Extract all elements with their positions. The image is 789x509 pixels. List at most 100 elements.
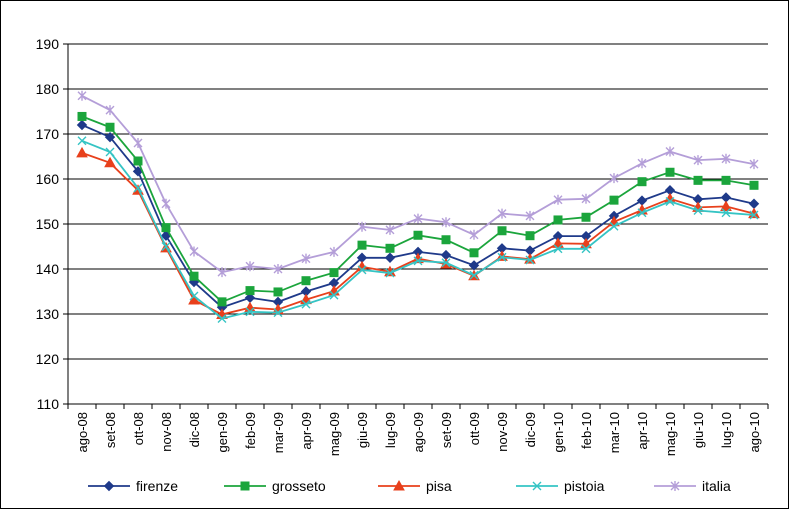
x-tick-label: mag-09 — [327, 412, 342, 456]
legend-item-grosseto: grosseto — [224, 478, 326, 494]
x-axis-ticks: ago-08 set-08 ott-08 nov-08 dic-08 gen-09 feb-… — [67, 404, 769, 456]
x-tick-label: mar-09 — [271, 412, 286, 453]
legend-swatch-marker — [393, 479, 405, 491]
x-tick-label: giu-09 — [355, 412, 370, 448]
data-point-grosseto — [161, 223, 171, 233]
data-point-pistoia — [665, 197, 675, 206]
legend-label: italia — [702, 478, 731, 494]
data-point-pistoia — [105, 147, 115, 157]
x-tick-label: lug-10 — [719, 412, 734, 448]
data-point-grosseto — [245, 286, 255, 296]
data-point-grosseto — [385, 243, 395, 253]
data-point-italia — [189, 246, 199, 257]
data-point-pisa — [188, 294, 200, 305]
data-point-pistoia — [301, 299, 311, 309]
data-point-italia — [581, 193, 591, 204]
data-point-pisa — [720, 200, 732, 211]
legend-swatch-marker — [532, 481, 542, 491]
data-point-grosseto — [525, 231, 535, 241]
data-point-grosseto — [721, 175, 731, 185]
data-point-italia — [245, 261, 255, 272]
data-point-grosseto — [217, 297, 227, 307]
x-tick-label: set-09 — [439, 412, 454, 448]
series-group — [76, 90, 760, 323]
data-point-italia — [385, 224, 395, 235]
data-point-pistoia — [441, 258, 451, 268]
legend-item-pisa: pisa — [378, 478, 452, 494]
data-point-grosseto — [581, 212, 591, 222]
series-italia — [77, 90, 759, 278]
data-point-grosseto — [665, 167, 675, 177]
data-point-pisa — [104, 156, 116, 168]
data-point-italia — [105, 105, 115, 116]
data-point-pistoia — [217, 314, 227, 323]
x-tick-label: nov-09 — [495, 412, 510, 452]
x-tick-label: ago-10 — [747, 412, 762, 452]
x-tick-label: gen-10 — [551, 412, 566, 452]
y-tick-label: 170 — [36, 126, 60, 142]
data-point-italia — [161, 198, 171, 209]
x-tick-label: set-08 — [103, 412, 118, 448]
data-point-pistoia — [385, 268, 395, 278]
x-tick-label: ott-09 — [467, 412, 482, 445]
data-point-italia — [693, 155, 703, 166]
data-point-grosseto — [77, 111, 87, 121]
x-tick-label: gen-09 — [215, 412, 230, 452]
x-tick-label: apr-09 — [299, 412, 314, 450]
data-point-grosseto — [693, 175, 703, 185]
data-point-italia — [721, 153, 731, 164]
data-point-italia — [525, 210, 535, 221]
series-pistoia — [77, 136, 759, 323]
x-tick-label: feb-09 — [243, 412, 258, 449]
x-tick-label: ago-08 — [75, 412, 90, 452]
legend-label: pisa — [426, 478, 452, 494]
data-point-grosseto — [189, 271, 199, 281]
data-point-grosseto — [749, 180, 759, 190]
data-point-firenze — [76, 119, 88, 131]
data-point-grosseto — [609, 195, 619, 205]
data-point-firenze — [384, 252, 396, 263]
data-point-italia — [217, 267, 227, 278]
data-point-pistoia — [525, 255, 535, 265]
data-point-italia — [329, 246, 339, 257]
data-point-italia — [357, 221, 367, 232]
data-point-grosseto — [273, 287, 283, 297]
data-point-grosseto — [553, 215, 563, 225]
data-point-pistoia — [581, 244, 591, 254]
x-tick-label: dic-09 — [523, 412, 538, 447]
y-tick-label: 130 — [36, 306, 60, 322]
data-point-italia — [77, 90, 87, 101]
series-grosseto — [77, 111, 759, 307]
y-tick-label: 150 — [36, 216, 60, 232]
legend-item-italia: italia — [654, 478, 731, 494]
data-point-grosseto — [637, 177, 647, 187]
data-point-pistoia — [189, 291, 199, 301]
data-point-pistoia — [497, 252, 507, 262]
data-point-italia — [133, 138, 143, 148]
data-point-grosseto — [357, 240, 367, 250]
y-tick-label: 180 — [36, 81, 60, 97]
data-point-italia — [413, 213, 423, 224]
data-point-grosseto — [413, 230, 423, 240]
data-point-pisa — [76, 146, 88, 158]
y-tick-label: 160 — [36, 171, 60, 187]
data-point-italia — [553, 194, 563, 205]
data-point-pistoia — [273, 308, 283, 318]
y-tick-label: 140 — [36, 261, 60, 277]
data-point-italia — [441, 217, 451, 228]
data-point-pistoia — [133, 183, 143, 193]
x-tick-label: dic-08 — [187, 412, 202, 447]
data-point-italia — [749, 159, 759, 170]
x-tick-label: ago-09 — [411, 412, 426, 452]
data-point-grosseto — [497, 226, 507, 236]
x-tick-label: mag-10 — [663, 412, 678, 456]
legend-label: firenze — [136, 478, 178, 494]
data-point-pisa — [552, 237, 564, 248]
y-axis-ticks: 110 120 130 140 150 160 170 180 190 — [36, 36, 68, 412]
legend-swatch-marker — [240, 481, 250, 491]
legend-label: grosseto — [272, 478, 326, 494]
x-tick-label: apr-10 — [635, 412, 650, 450]
data-point-pistoia — [77, 136, 87, 146]
data-point-pistoia — [749, 210, 759, 220]
